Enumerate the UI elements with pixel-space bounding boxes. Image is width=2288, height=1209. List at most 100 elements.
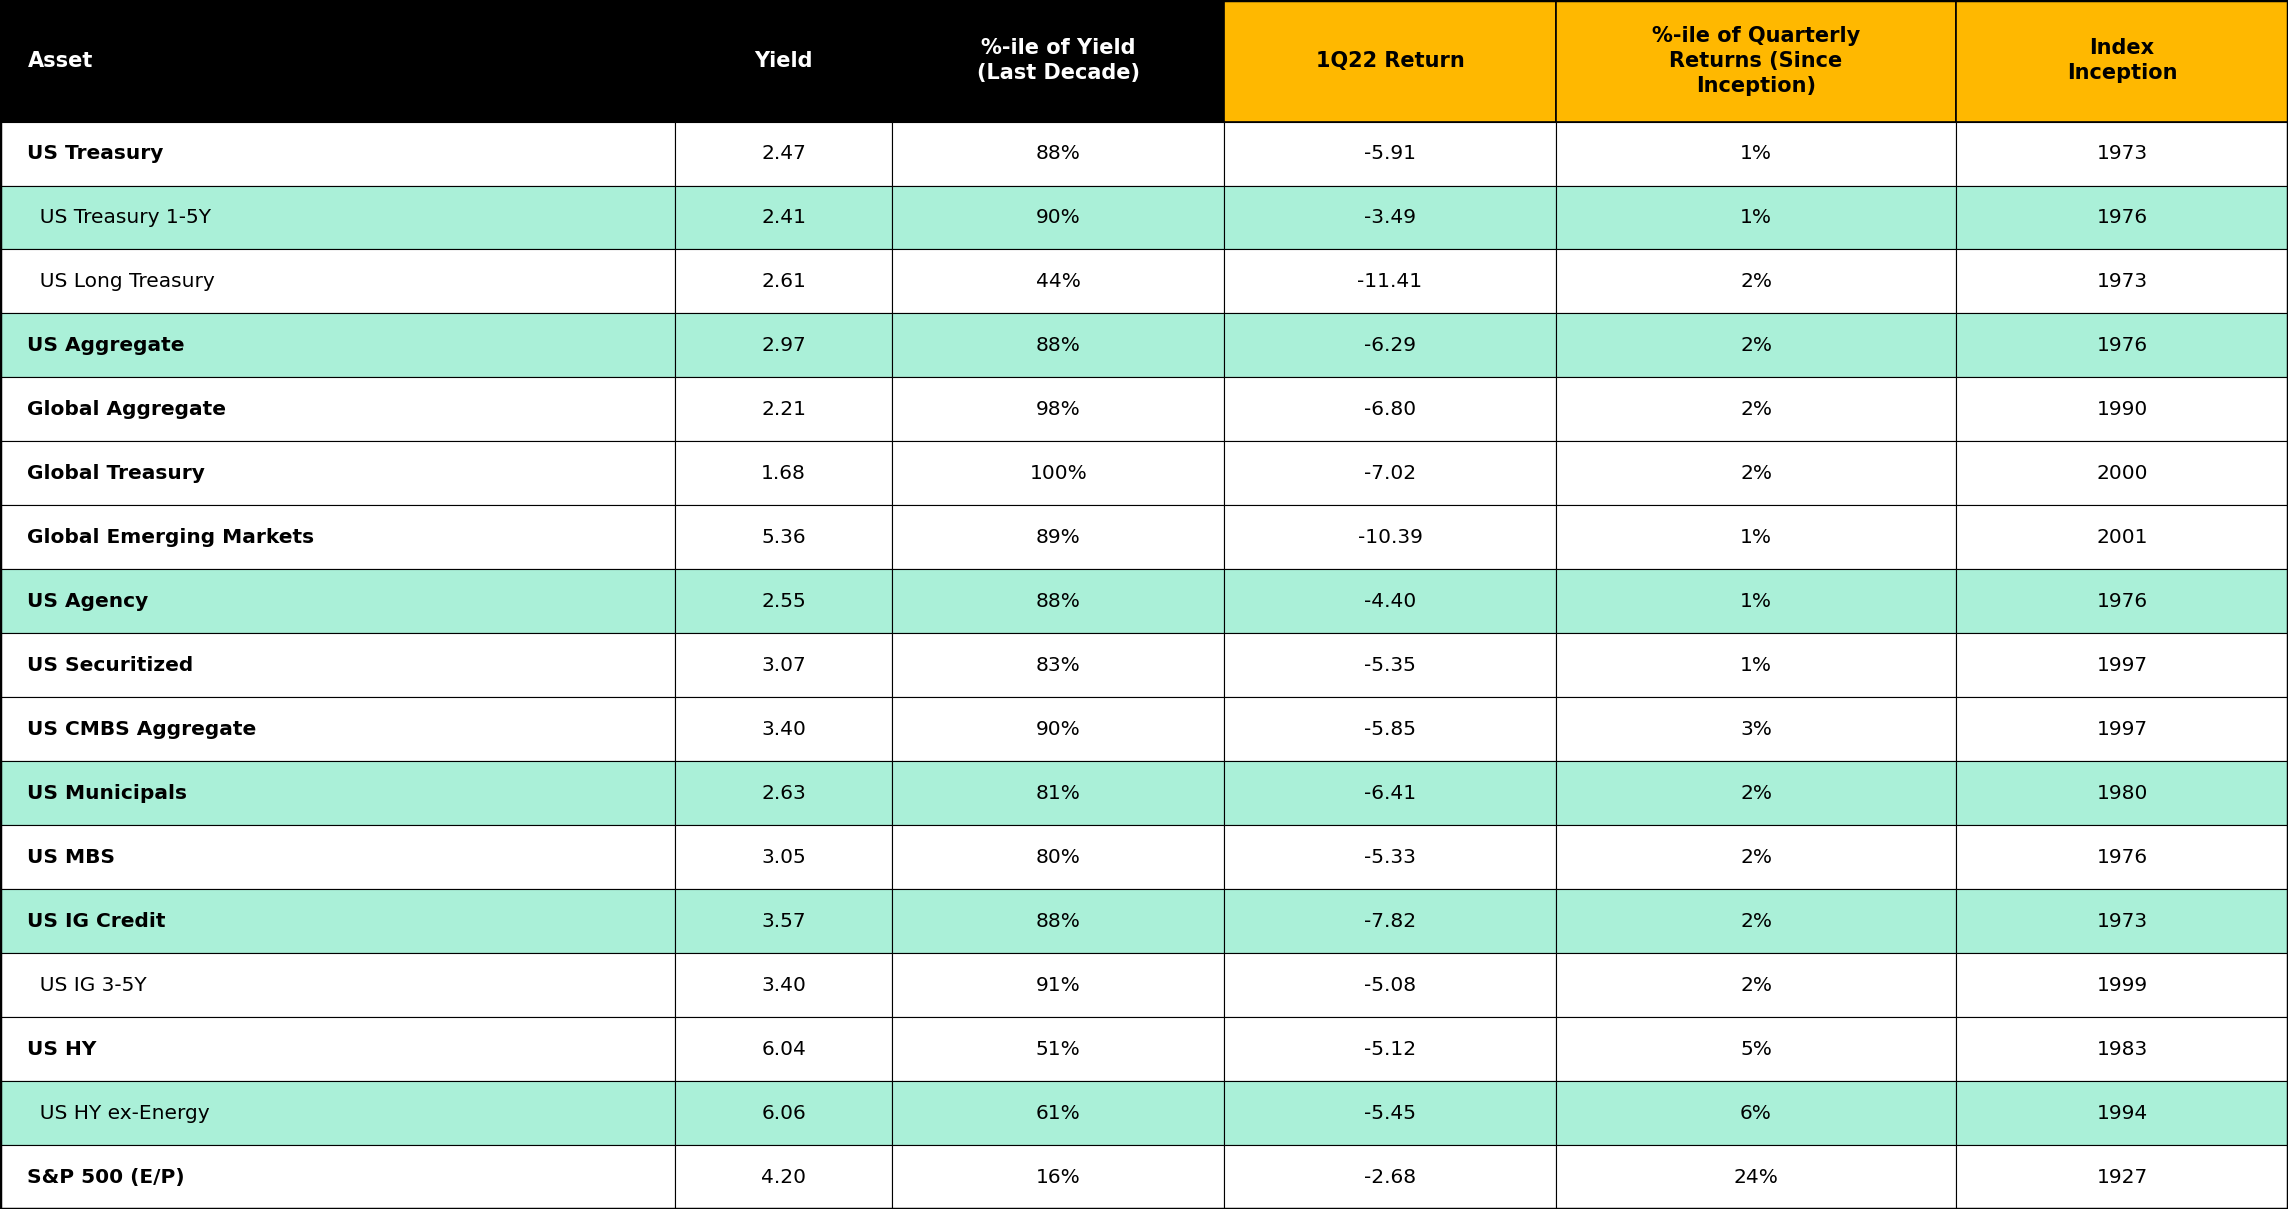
Bar — [675, 377, 892, 441]
Bar — [675, 505, 892, 569]
Text: 5.36: 5.36 — [762, 528, 805, 546]
Text: 2.47: 2.47 — [762, 144, 805, 163]
Text: 2%: 2% — [1741, 336, 1771, 355]
Text: 83%: 83% — [1036, 655, 1080, 675]
Bar — [0, 826, 675, 889]
Bar — [892, 1081, 1224, 1145]
Bar — [892, 249, 1224, 313]
Bar — [1956, 185, 2288, 249]
Text: 2001: 2001 — [2096, 528, 2148, 546]
Text: -5.12: -5.12 — [1364, 1040, 1416, 1059]
Text: 3.40: 3.40 — [762, 719, 805, 739]
Bar — [0, 249, 675, 313]
Bar — [1556, 313, 1956, 377]
Text: US CMBS Aggregate: US CMBS Aggregate — [27, 719, 256, 739]
Text: 80%: 80% — [1036, 848, 1080, 867]
Text: 1%: 1% — [1741, 144, 1771, 163]
Text: 88%: 88% — [1036, 912, 1080, 931]
Text: -6.80: -6.80 — [1364, 400, 1416, 418]
Text: -5.35: -5.35 — [1364, 655, 1416, 675]
Text: 1%: 1% — [1741, 655, 1771, 675]
Bar — [675, 1081, 892, 1145]
Bar — [0, 0, 675, 122]
Bar — [1956, 441, 2288, 505]
Text: -6.29: -6.29 — [1364, 336, 1416, 355]
Bar — [892, 185, 1224, 249]
Bar — [1556, 1145, 1956, 1209]
Bar — [892, 377, 1224, 441]
Text: 3%: 3% — [1741, 719, 1771, 739]
Bar — [1556, 441, 1956, 505]
Text: 2.41: 2.41 — [762, 208, 805, 227]
Bar — [1556, 505, 1956, 569]
Text: US MBS: US MBS — [27, 848, 114, 867]
Text: 1997: 1997 — [2096, 655, 2148, 675]
Bar — [1224, 569, 1556, 634]
Text: -5.91: -5.91 — [1364, 144, 1416, 163]
Bar — [1224, 953, 1556, 1017]
Bar — [1556, 249, 1956, 313]
Bar — [0, 441, 675, 505]
Bar — [0, 762, 675, 826]
Text: Global Aggregate: Global Aggregate — [27, 400, 227, 418]
Bar — [892, 313, 1224, 377]
Text: -5.85: -5.85 — [1364, 719, 1416, 739]
Bar — [1956, 569, 2288, 634]
Bar — [1956, 505, 2288, 569]
Text: -5.45: -5.45 — [1364, 1104, 1416, 1122]
Text: 2%: 2% — [1741, 783, 1771, 803]
Text: 24%: 24% — [1734, 1168, 1778, 1186]
Bar — [675, 313, 892, 377]
Bar — [1556, 634, 1956, 698]
Bar — [1556, 0, 1956, 122]
Text: Global Treasury: Global Treasury — [27, 464, 206, 482]
Text: 2%: 2% — [1741, 848, 1771, 867]
Bar — [0, 698, 675, 762]
Text: 1%: 1% — [1741, 528, 1771, 546]
Bar — [892, 634, 1224, 698]
Text: 100%: 100% — [1030, 464, 1087, 482]
Bar — [1956, 889, 2288, 953]
Bar — [1224, 1145, 1556, 1209]
Text: 1983: 1983 — [2096, 1040, 2148, 1059]
Bar — [1224, 505, 1556, 569]
Bar — [0, 569, 675, 634]
Bar — [1956, 249, 2288, 313]
Text: -4.40: -4.40 — [1364, 591, 1416, 611]
Bar — [892, 122, 1224, 185]
Text: 2.63: 2.63 — [762, 783, 805, 803]
Text: -3.49: -3.49 — [1364, 208, 1416, 227]
Text: US Securitized: US Securitized — [27, 655, 194, 675]
Bar — [892, 889, 1224, 953]
Text: 2%: 2% — [1741, 272, 1771, 291]
Text: 51%: 51% — [1036, 1040, 1080, 1059]
Bar — [1224, 249, 1556, 313]
Text: 6.06: 6.06 — [762, 1104, 805, 1122]
Text: Index
Inception: Index Inception — [2066, 39, 2178, 83]
Text: 88%: 88% — [1036, 144, 1080, 163]
Bar — [0, 889, 675, 953]
Bar — [1224, 889, 1556, 953]
Bar — [1556, 377, 1956, 441]
Bar — [675, 1145, 892, 1209]
Text: 1%: 1% — [1741, 208, 1771, 227]
Text: 3.40: 3.40 — [762, 976, 805, 995]
Bar — [0, 953, 675, 1017]
Bar — [675, 1017, 892, 1081]
Bar — [1556, 826, 1956, 889]
Text: 81%: 81% — [1036, 783, 1080, 803]
Bar — [675, 569, 892, 634]
Text: 88%: 88% — [1036, 336, 1080, 355]
Bar — [892, 505, 1224, 569]
Text: 1973: 1973 — [2096, 272, 2148, 291]
Text: -7.02: -7.02 — [1364, 464, 1416, 482]
Text: US Aggregate: US Aggregate — [27, 336, 185, 355]
Bar — [1556, 1017, 1956, 1081]
Text: 4.20: 4.20 — [762, 1168, 805, 1186]
Text: 1973: 1973 — [2096, 912, 2148, 931]
Text: -2.68: -2.68 — [1364, 1168, 1416, 1186]
Bar — [1556, 1081, 1956, 1145]
Text: 61%: 61% — [1036, 1104, 1080, 1122]
Text: 2.61: 2.61 — [762, 272, 805, 291]
Bar — [1556, 122, 1956, 185]
